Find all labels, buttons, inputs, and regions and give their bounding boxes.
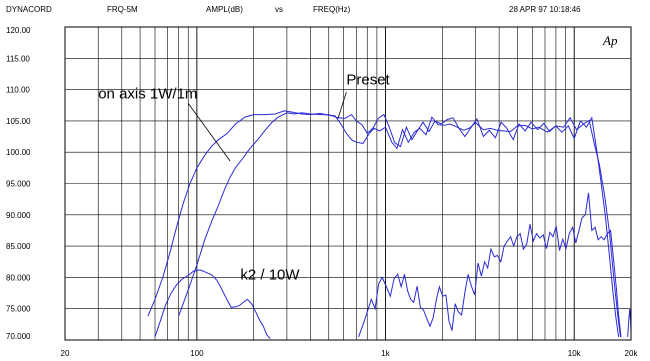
y-tick-label: 115.00 (6, 54, 30, 63)
y-tick-label: 110.00 (6, 86, 30, 95)
annotations: on axis 1W/1m Preset k2 / 10W (98, 72, 390, 284)
series-line-4 (358, 192, 622, 338)
x-tick-label: 1k (381, 349, 390, 358)
y-tick-label: 85.000 (6, 242, 31, 251)
annotation-pointer (187, 103, 231, 162)
series-group (147, 110, 632, 340)
y-tick-label: 90.000 (6, 211, 31, 220)
y-tick-label: 70.000 (6, 332, 31, 341)
y-tick-label: 120.00 (6, 26, 31, 35)
grid (65, 26, 631, 341)
y-quantity-label: AMPL(dB) (206, 5, 243, 14)
x-tick-label: 20k (625, 349, 639, 358)
y-axis-ticks: 120.00 115.00 110.00 105.00 100.00 95.000 90.0… (6, 26, 31, 341)
y-tick-label: 105.00 (6, 117, 31, 126)
timestamp-label: 28 APR 97 10:18:46 (509, 5, 581, 14)
y-tick-label: 80.000 (6, 273, 31, 282)
annotation-label: on axis 1W/1m (98, 85, 197, 102)
file-name-label: FRQ-5M (107, 5, 138, 14)
brand-label: DYNACORD (6, 5, 52, 14)
x-tick-label: 20 (61, 349, 70, 358)
annotation-label: k2 / 10W (240, 266, 300, 283)
y-tick-label: 95.000 (6, 180, 31, 189)
series-line-3 (154, 269, 271, 340)
y-tick-label: 75.000 (6, 305, 31, 314)
vs-label: vs (275, 5, 283, 14)
y-tick-label: 100.00 (6, 148, 31, 157)
audio-precision-logo: Ap (602, 33, 618, 48)
x-tick-label: 100 (190, 349, 204, 358)
series-line-2 (178, 112, 620, 337)
plot-frame (64, 26, 632, 341)
annotation-pointer (337, 91, 347, 119)
series-line-1 (147, 110, 621, 337)
x-axis-ticks: 20 100 1k 10k 20k (61, 349, 639, 358)
annotation-label: Preset (346, 72, 390, 89)
x-quantity-label: FREQ(Hz) (313, 5, 351, 14)
x-tick-label: 10k (568, 349, 582, 358)
